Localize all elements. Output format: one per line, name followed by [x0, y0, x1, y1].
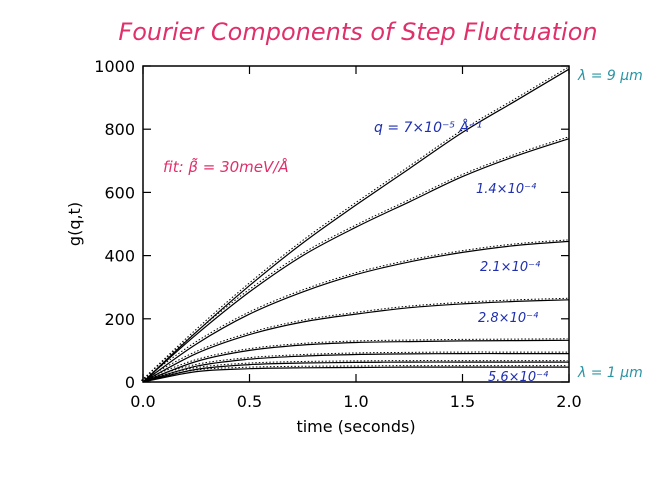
y-axis-ticks: 0 200 400 600 800 1000: [94, 57, 569, 392]
x-axis-ticks: 0.0 0.5 1.0 1.5 2.0: [130, 66, 582, 411]
y-axis-label: g(q,t): [65, 202, 84, 246]
chart-title: Fourier Components of Step Fluctuation: [118, 18, 597, 46]
series-label-q4: 2.8×10⁻⁴: [478, 311, 539, 326]
y-tick-label: 1000: [94, 57, 135, 76]
y-tick-label: 200: [104, 310, 135, 329]
fit-curve-2: [142, 138, 570, 383]
fit-curve-5: [142, 339, 570, 383]
data-curve-7: [141, 360, 568, 381]
fit-curve-6: [142, 352, 569, 383]
lambda-top-annotation: λ = 9 μm: [577, 68, 643, 84]
series-label-q3: 2.1×10⁻⁴: [480, 260, 541, 275]
fit-curve-8: [142, 366, 569, 383]
x-tick-label: 0.0: [130, 392, 155, 411]
series-label-q2: 1.4×10⁻⁴: [476, 182, 537, 197]
data-curve-4: [141, 297, 568, 381]
plot-frame: [142, 65, 570, 383]
x-axis-label: time (seconds): [296, 417, 415, 436]
data-curve-3: [141, 239, 568, 381]
y-tick-label: 800: [104, 120, 135, 139]
x-tick-label: 2.0: [556, 392, 581, 411]
x-tick-label: 1.5: [450, 392, 475, 411]
x-tick-label: 1.0: [343, 392, 368, 411]
y-tick-label: 0: [125, 373, 135, 392]
x-tick-label: 0.5: [237, 392, 262, 411]
data-curve-8: [141, 365, 568, 381]
fit-curve-4: [142, 299, 570, 383]
data-curve-1: [141, 67, 568, 381]
curves: [141, 67, 570, 383]
lambda-bottom-annotation: λ = 1 μm: [577, 365, 643, 381]
data-curve-6: [141, 351, 568, 381]
fit-curve-3: [142, 240, 570, 383]
fit-curve-1: [142, 68, 570, 383]
series-label-q8: 5.6×10⁻⁴: [488, 370, 549, 385]
fit-curve-7: [142, 361, 569, 383]
series-label-q1: q = 7×10⁻⁵ Å⁻¹: [374, 119, 482, 136]
data-curve-5: [141, 338, 568, 381]
y-tick-label: 600: [104, 183, 135, 202]
y-tick-label: 400: [104, 247, 135, 266]
data-curve-2: [141, 136, 568, 381]
fit-annotation: fit: β̃ = 30meV/Å: [163, 157, 289, 176]
